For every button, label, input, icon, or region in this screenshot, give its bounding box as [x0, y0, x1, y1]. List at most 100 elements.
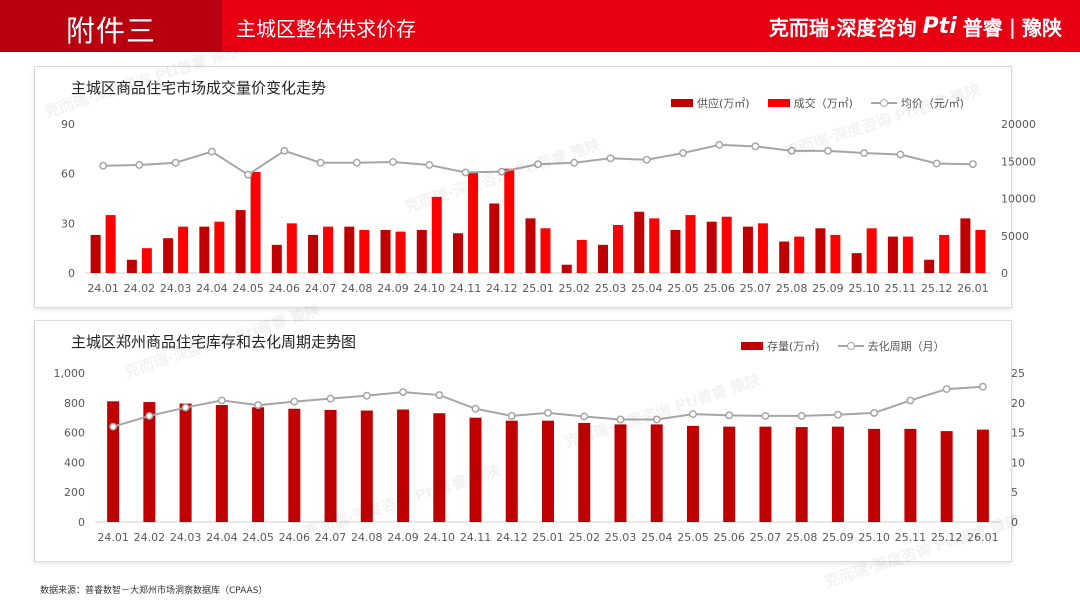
- line-point: [580, 412, 589, 421]
- line-point: [244, 170, 253, 179]
- bar-b: [250, 172, 261, 273]
- x-axis-tick-label: 24.02: [124, 282, 156, 295]
- x-axis-tick-label: 24.04: [206, 531, 238, 544]
- bar-a: [433, 413, 446, 522]
- line-point: [715, 140, 724, 149]
- x-axis-tick-label: 24.02: [134, 531, 166, 544]
- y-axis-left-tick: 800: [64, 397, 85, 410]
- line-point: [362, 391, 371, 400]
- bar-b: [468, 172, 479, 273]
- line-point: [978, 382, 987, 391]
- bar-b: [685, 215, 696, 273]
- x-axis-tick-label: 24.01: [87, 282, 119, 295]
- bar-a: [960, 218, 971, 273]
- bar-a: [308, 234, 319, 273]
- line-point: [932, 159, 941, 168]
- bar-a: [976, 429, 989, 522]
- line-series: [112, 385, 983, 428]
- y-axis-left-tick: 1,000: [54, 367, 86, 380]
- x-axis-tick-label: 25.10: [858, 531, 890, 544]
- line-point: [145, 411, 154, 420]
- bar-a: [163, 238, 174, 273]
- bar-b: [323, 226, 334, 273]
- brand-sub: 普睿: [962, 16, 1003, 40]
- y-axis-right-tick: 0: [1001, 267, 1008, 280]
- x-axis-tick-label: 25.02: [558, 282, 590, 295]
- x-axis-tick-label: 24.04: [196, 282, 228, 295]
- bar-b: [504, 168, 515, 273]
- y-axis-left-tick: 0: [78, 516, 85, 529]
- section-tab: 附件三: [0, 0, 222, 52]
- line-point: [181, 403, 190, 412]
- x-axis-tick-label: 24.10: [414, 282, 446, 295]
- legend-deal-label: 成交（万㎡): [793, 97, 853, 110]
- line-point: [896, 150, 905, 159]
- bar-b: [866, 228, 877, 273]
- bar-a: [597, 244, 608, 273]
- line-point: [207, 147, 216, 156]
- bar-a: [235, 210, 246, 273]
- bar-b: [975, 229, 986, 273]
- legend-deal: 成交（万㎡): [767, 95, 853, 111]
- bar-a: [940, 431, 953, 522]
- bar-a: [578, 422, 591, 522]
- bar-a: [397, 409, 410, 522]
- bar-a: [887, 236, 898, 273]
- x-axis-tick-label: 25.01: [522, 282, 554, 295]
- brand-logo: 克而瑞·深度咨询 Pti 普睿 | 豫陕: [769, 12, 1062, 41]
- line-point: [870, 408, 879, 417]
- x-axis-tick-label: 26.01: [967, 531, 999, 544]
- header-bar: 附件三 主城区整体供求价存 克而瑞·深度咨询 Pti 普睿 | 豫陕: [0, 0, 1080, 52]
- line-point: [425, 161, 434, 169]
- chart-panel-stock-cycle: 主城区郑州商品住宅库存和去化周期走势图 存量(万㎡) 去化周期（月） 0 200 4…: [34, 320, 1026, 562]
- chart1-svg: 0 30 60 90 0 5000 10000 15000 20000 24.01 24.02 24.…: [61, 118, 1036, 295]
- legend-stock-label: 存量(万㎡): [767, 340, 820, 353]
- x-axis-tick-label: 25.11: [895, 531, 927, 544]
- line-point: [389, 158, 397, 166]
- line-point: [823, 146, 832, 155]
- chart1-legend: 供应(万㎡) 成交（万㎡) 均价（元/㎡): [671, 95, 964, 111]
- x-axis-tick-label: 25.05: [677, 531, 709, 544]
- line-point: [679, 149, 687, 158]
- x-axis-tick-label: 24.03: [160, 282, 192, 295]
- legend-price-symbol: [870, 98, 897, 108]
- bar-b: [178, 226, 189, 273]
- bar-a: [199, 226, 210, 273]
- legend-deal-swatch: [767, 99, 790, 107]
- legend-price-label: 均价（元/㎡): [900, 97, 964, 110]
- y-axis-right-tick: 25: [1011, 367, 1025, 380]
- x-axis-tick-label: 25.06: [703, 282, 735, 295]
- line-point: [534, 160, 542, 169]
- y-axis-left-tick: 200: [64, 486, 85, 499]
- bar-b: [105, 215, 116, 273]
- line-point: [725, 411, 734, 420]
- bar-a: [453, 233, 464, 273]
- chart2-svg: 0 200 400 600 800 1,000 0 5 10 15 20 25 24.01 24.02 24…: [54, 367, 1026, 544]
- legend-supply: 供应(万㎡): [671, 95, 750, 111]
- line-point: [606, 154, 615, 163]
- x-axis-tick-label: 25.03: [605, 531, 637, 544]
- section-tab-label: 附件三: [66, 14, 157, 48]
- line-point: [290, 397, 299, 406]
- bar-b: [721, 216, 732, 273]
- x-axis-tick-label: 24.08: [341, 282, 373, 295]
- bar-b: [141, 248, 152, 273]
- bar-a: [271, 244, 282, 273]
- y-axis-left-tick: 0: [68, 267, 75, 280]
- bar-a: [252, 407, 265, 522]
- bar-a: [179, 403, 192, 522]
- bar-b: [540, 228, 551, 273]
- line-point: [461, 168, 470, 177]
- line-point: [109, 422, 118, 431]
- brand-region: 豫陕: [1022, 16, 1062, 40]
- line-point: [471, 404, 480, 413]
- x-axis-tick-label: 25.12: [931, 531, 963, 544]
- bar-a: [868, 428, 881, 522]
- bar-a: [650, 424, 663, 522]
- x-axis-tick-label: 24.08: [351, 531, 383, 544]
- line-point: [352, 158, 361, 167]
- bar-b: [431, 196, 442, 273]
- bar-b: [794, 236, 805, 273]
- x-axis-tick-label: 25.12: [921, 282, 953, 295]
- bar-b: [939, 234, 950, 273]
